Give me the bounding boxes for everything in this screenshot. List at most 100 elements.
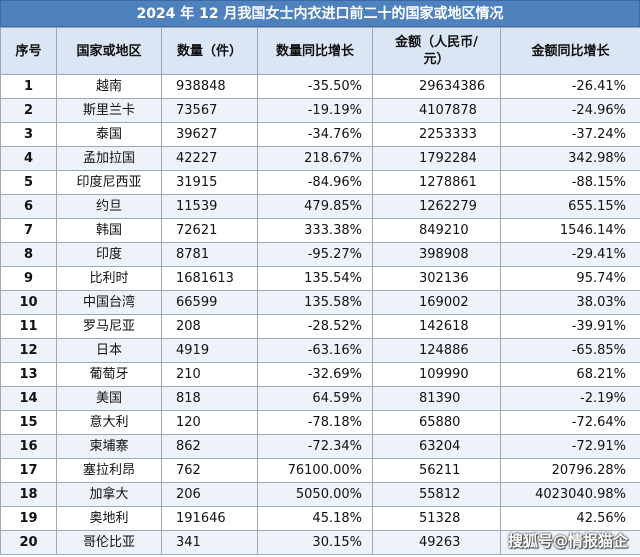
table-row: 1 越南 938848 -35.50% 29634386 -26.41% bbox=[0, 74, 640, 99]
cell-quantity-yoy: -72.34% bbox=[257, 434, 373, 459]
cell-index: 9 bbox=[0, 266, 57, 291]
cell-index: 19 bbox=[0, 506, 57, 531]
cell-quantity: 11539 bbox=[161, 194, 258, 219]
header-amount-yoy: 金额同比增长 bbox=[500, 27, 640, 75]
cell-amount: 142618 bbox=[372, 314, 501, 339]
cell-amount: 81390 bbox=[372, 386, 501, 411]
cell-region: 哥伦比亚 bbox=[56, 530, 162, 555]
cell-quantity-yoy: 333.38% bbox=[257, 218, 373, 243]
cell-region: 美国 bbox=[56, 386, 162, 411]
cell-region: 加拿大 bbox=[56, 482, 162, 507]
cell-region: 越南 bbox=[56, 74, 162, 99]
cell-quantity: 31915 bbox=[161, 170, 258, 195]
cell-region: 罗马尼亚 bbox=[56, 314, 162, 339]
cell-quantity-yoy: 135.58% bbox=[257, 290, 373, 315]
watermark: 搜狐号@情报猫企 bbox=[507, 532, 628, 550]
cell-quantity: 818 bbox=[161, 386, 258, 411]
table-body: 1 越南 938848 -35.50% 29634386 -26.41% 2 斯里兰卡 7356… bbox=[0, 74, 640, 555]
cell-index: 12 bbox=[0, 338, 57, 363]
cell-region: 日本 bbox=[56, 338, 162, 363]
cell-quantity: 191646 bbox=[161, 506, 258, 531]
cell-amount: 1278861 bbox=[372, 170, 501, 195]
cell-index: 8 bbox=[0, 242, 57, 267]
header-quantity: 数量（件） bbox=[161, 27, 258, 75]
table-title: 2024 年 12 月我国女士内衣进口前二十的国家或地区情况 bbox=[0, 0, 640, 27]
cell-index: 15 bbox=[0, 410, 57, 435]
cell-quantity-yoy: -28.52% bbox=[257, 314, 373, 339]
cell-region: 斯里兰卡 bbox=[56, 98, 162, 123]
header-region: 国家或地区 bbox=[56, 27, 162, 75]
cell-index: 17 bbox=[0, 458, 57, 483]
cell-quantity: 72621 bbox=[161, 218, 258, 243]
cell-amount: 1262279 bbox=[372, 194, 501, 219]
cell-index: 11 bbox=[0, 314, 57, 339]
cell-region: 比利时 bbox=[56, 266, 162, 291]
cell-index: 6 bbox=[0, 194, 57, 219]
table-header: 序号 国家或地区 数量（件） 数量同比增长 金额（人民币/元） 金额同比增长 bbox=[0, 27, 640, 75]
cell-amount-yoy: 68.21% bbox=[500, 362, 640, 387]
cell-amount-yoy: -26.41% bbox=[500, 74, 640, 99]
cell-region: 印度 bbox=[56, 242, 162, 267]
cell-quantity: 39627 bbox=[161, 122, 258, 147]
cell-index: 1 bbox=[0, 74, 57, 99]
cell-region: 塞拉利昂 bbox=[56, 458, 162, 483]
cell-quantity-yoy: 135.54% bbox=[257, 266, 373, 291]
cell-amount-yoy: 342.98% bbox=[500, 146, 640, 171]
cell-quantity-yoy: -95.27% bbox=[257, 242, 373, 267]
cell-quantity: 42227 bbox=[161, 146, 258, 171]
cell-amount-yoy: 95.74% bbox=[500, 266, 640, 291]
table-row: 7 韩国 72621 333.38% 849210 1546.14% bbox=[0, 218, 640, 243]
cell-amount-yoy: 38.03% bbox=[500, 290, 640, 315]
cell-amount-yoy: -72.91% bbox=[500, 434, 640, 459]
cell-amount: 49263 bbox=[372, 530, 501, 555]
cell-index: 7 bbox=[0, 218, 57, 243]
cell-amount-yoy: 1546.14% bbox=[500, 218, 640, 243]
cell-quantity-yoy: -32.69% bbox=[257, 362, 373, 387]
cell-region: 泰国 bbox=[56, 122, 162, 147]
cell-amount: 65880 bbox=[372, 410, 501, 435]
cell-quantity-yoy: 30.15% bbox=[257, 530, 373, 555]
cell-amount: 109990 bbox=[372, 362, 501, 387]
cell-quantity-yoy: -34.76% bbox=[257, 122, 373, 147]
cell-quantity: 210 bbox=[161, 362, 258, 387]
cell-quantity: 8781 bbox=[161, 242, 258, 267]
cell-amount: 2253333 bbox=[372, 122, 501, 147]
cell-amount: 124886 bbox=[372, 338, 501, 363]
cell-quantity-yoy: 5050.00% bbox=[257, 482, 373, 507]
cell-index: 5 bbox=[0, 170, 57, 195]
cell-quantity: 1681613 bbox=[161, 266, 258, 291]
table-row: 18 加拿大 206 5050.00% 55812 4023040.98% bbox=[0, 482, 640, 507]
cell-amount-yoy: 42.56% bbox=[500, 506, 640, 531]
table-row: 11 罗马尼亚 208 -28.52% 142618 -39.91% bbox=[0, 314, 640, 339]
cell-region: 葡萄牙 bbox=[56, 362, 162, 387]
cell-index: 2 bbox=[0, 98, 57, 123]
cell-region: 约旦 bbox=[56, 194, 162, 219]
cell-quantity: 73567 bbox=[161, 98, 258, 123]
cell-quantity-yoy: -84.96% bbox=[257, 170, 373, 195]
cell-amount: 55812 bbox=[372, 482, 501, 507]
cell-amount-yoy: -24.96% bbox=[500, 98, 640, 123]
cell-amount-yoy: -65.85% bbox=[500, 338, 640, 363]
table-row: 20 哥伦比亚 341 30.15% 49263 bbox=[0, 530, 640, 555]
cell-quantity: 66599 bbox=[161, 290, 258, 315]
cell-amount-yoy: 20796.28% bbox=[500, 458, 640, 483]
cell-region: 印度尼西亚 bbox=[56, 170, 162, 195]
cell-index: 10 bbox=[0, 290, 57, 315]
header-index: 序号 bbox=[0, 27, 57, 75]
table-row: 16 柬埔寨 862 -72.34% 63204 -72.91% bbox=[0, 434, 640, 459]
cell-amount: 56211 bbox=[372, 458, 501, 483]
cell-region: 中国台湾 bbox=[56, 290, 162, 315]
cell-quantity-yoy: 45.18% bbox=[257, 506, 373, 531]
cell-amount: 4107878 bbox=[372, 98, 501, 123]
cell-index: 13 bbox=[0, 362, 57, 387]
table-row: 15 意大利 120 -78.18% 65880 -72.64% bbox=[0, 410, 640, 435]
cell-quantity-yoy: -78.18% bbox=[257, 410, 373, 435]
cell-amount: 302136 bbox=[372, 266, 501, 291]
cell-quantity-yoy: -19.19% bbox=[257, 98, 373, 123]
cell-quantity: 938848 bbox=[161, 74, 258, 99]
header-quantity-yoy: 数量同比增长 bbox=[257, 27, 373, 75]
cell-index: 4 bbox=[0, 146, 57, 171]
cell-region: 柬埔寨 bbox=[56, 434, 162, 459]
cell-quantity: 762 bbox=[161, 458, 258, 483]
cell-quantity: 341 bbox=[161, 530, 258, 555]
